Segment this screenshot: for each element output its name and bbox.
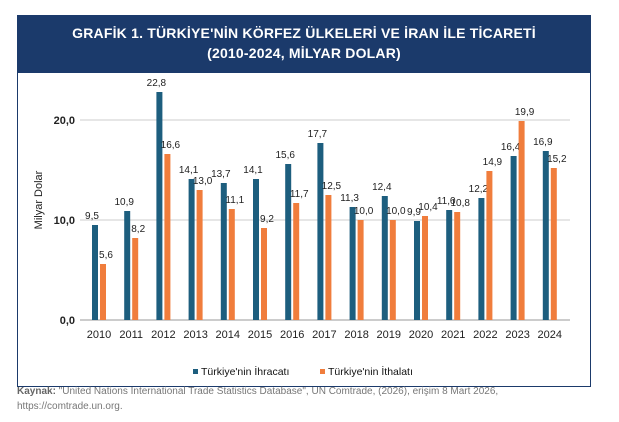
bar-export [510,156,517,320]
bar-import [389,220,396,320]
x-tick-label: 2016 [280,329,304,341]
legend-swatch [193,369,198,374]
data-label: 9,5 [85,211,99,222]
bar-import [454,212,461,320]
data-label: 10,4 [418,202,438,213]
y-tick-label: 20,0 [54,115,75,127]
bar-export [188,179,195,320]
y-tick-label: 10,0 [54,215,75,227]
y-axis-label: Milyar Dolar [33,170,45,229]
data-label: 11,7 [290,189,309,200]
data-label: 15,2 [547,154,567,165]
data-label: 16,6 [161,140,181,151]
bar-export [92,225,98,320]
bar-import [325,195,332,320]
bar-import [261,228,267,320]
bar-import [228,209,235,320]
source-note: Kaynak: "United Nations International Tr… [17,384,597,414]
x-tick-label: 2011 [119,329,143,341]
bar-export [414,221,420,320]
data-label: 8,2 [131,224,145,235]
bar-export [446,210,453,320]
data-label: 14,9 [483,157,503,168]
data-label: 5,6 [99,250,113,261]
bar-import [357,220,364,320]
x-tick-label: 2022 [473,329,497,341]
bar-export [124,211,131,320]
data-label: 10,9 [114,197,134,208]
x-tick-label: 2014 [216,329,240,341]
x-tick-label: 2024 [538,329,562,341]
data-label: 16,4 [501,142,521,153]
bar-export [253,179,259,320]
data-label: 12,4 [372,182,392,193]
data-label: 14,1 [179,165,199,176]
bar-import [486,171,493,320]
data-label: 19,9 [515,107,535,118]
bar-export [381,196,388,320]
bar-export [285,164,292,320]
bar-export [349,207,356,320]
x-tick-label: 2013 [183,329,207,341]
bar-export [542,151,549,320]
bar-import [164,154,171,320]
data-label: 13,0 [193,176,213,187]
data-label: 17,7 [308,129,328,140]
bar-export [317,143,324,320]
source-text: "United Nations International Trade Stat… [17,386,499,412]
data-label: 13,7 [211,169,231,180]
x-tick-label: 2019 [377,329,401,341]
legend-label: Türkiye'nin İthalatı [328,365,413,378]
bar-import [100,264,106,320]
data-label: 11,3 [340,193,359,204]
x-tick-label: 2010 [87,329,111,341]
bar-import [293,203,300,320]
data-label: 12,2 [469,184,489,195]
data-label: 9,9 [407,207,421,218]
y-tick-label: 0,0 [60,315,75,327]
data-label: 10,8 [450,198,470,209]
x-tick-label: 2012 [151,329,175,341]
x-tick-label: 2023 [505,329,529,341]
x-tick-label: 2015 [248,329,272,341]
chart-header: GRAFİK 1. TÜRKİYE'NİN KÖRFEZ ÜLKELERİ VE… [17,15,591,73]
data-label: 10,0 [354,206,374,217]
legend-label: Türkiye'nin İhracatı [201,365,289,378]
data-label: 11,0 [437,196,456,207]
source-label: Kaynak: [17,386,56,397]
data-label: 14,1 [243,165,263,176]
x-tick-label: 2020 [409,329,433,341]
bar-export [220,183,227,320]
data-label: 16,9 [533,137,553,148]
legend-swatch [320,369,325,374]
x-tick-label: 2018 [344,329,368,341]
chart-subtitle: (2010-2024, MİLYAR DOLAR) [207,45,401,61]
x-tick-label: 2017 [312,329,336,341]
chart-title: GRAFİK 1. TÜRKİYE'NİN KÖRFEZ ÜLKELERİ VE… [72,25,536,41]
bar-export [478,198,485,320]
data-label: 10,0 [386,206,406,217]
bar-import [132,238,139,320]
data-label: 9,2 [260,214,274,225]
data-label: 15,6 [275,150,295,161]
bar-export [156,92,163,320]
data-label: 12,5 [322,181,342,192]
bar-import [422,216,428,320]
bar-import [550,168,557,320]
data-label: 11,1 [225,195,244,206]
x-tick-label: 2021 [441,329,465,341]
bar-import [518,121,525,320]
data-label: 22,8 [147,78,167,89]
bar-import [196,190,203,320]
